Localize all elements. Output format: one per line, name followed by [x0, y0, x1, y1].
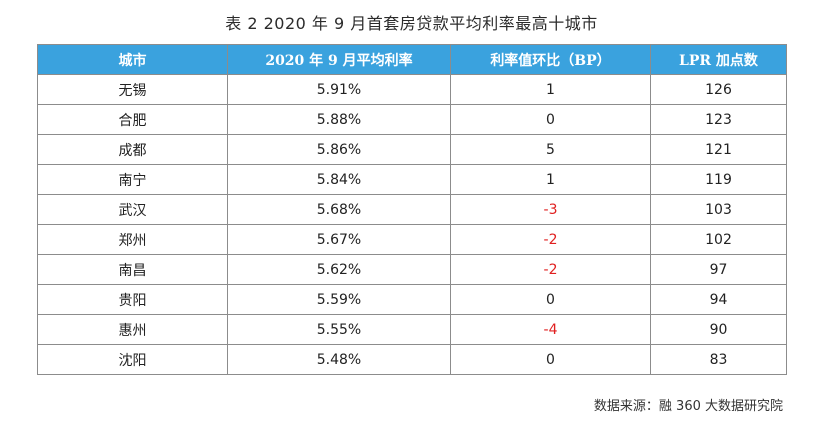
cell-rate: 5.48%	[227, 344, 451, 375]
cell-rate: 5.68%	[227, 194, 451, 225]
cell-city: 武汉	[37, 194, 228, 225]
cell-lpr: 94	[650, 284, 787, 315]
cell-change: -4	[450, 314, 651, 345]
cell-rate: 5.67%	[227, 224, 451, 255]
cell-lpr: 119	[650, 164, 787, 195]
cell-rate: 5.55%	[227, 314, 451, 345]
table-row: 郑州 5.67% -2 102	[37, 224, 787, 255]
cell-rate: 5.62%	[227, 254, 451, 285]
table-row: 贵阳 5.59% 0 94	[37, 284, 787, 315]
cell-lpr: 121	[650, 134, 787, 165]
cell-rate: 5.59%	[227, 284, 451, 315]
cell-lpr: 103	[650, 194, 787, 225]
header-city: 城市	[37, 44, 228, 75]
cell-city: 南昌	[37, 254, 228, 285]
cell-rate: 5.91%	[227, 74, 451, 105]
table-row: 沈阳 5.48% 0 83	[37, 344, 787, 375]
cell-city: 无锡	[37, 74, 228, 105]
table-row: 南昌 5.62% -2 97	[37, 254, 787, 285]
cell-lpr: 83	[650, 344, 787, 375]
cell-change: 0	[450, 344, 651, 375]
cell-change: -2	[450, 224, 651, 255]
cell-city: 南宁	[37, 164, 228, 195]
cell-change: 1	[450, 164, 651, 195]
cell-lpr: 102	[650, 224, 787, 255]
cell-lpr: 123	[650, 104, 787, 135]
table-caption: 表 2 2020 年 9 月首套房贷款平均利率最高十城市	[225, 14, 598, 33]
cell-rate: 5.86%	[227, 134, 451, 165]
cell-city: 沈阳	[37, 344, 228, 375]
cell-rate: 5.84%	[227, 164, 451, 195]
cell-lpr: 90	[650, 314, 787, 345]
table-row: 武汉 5.68% -3 103	[37, 194, 787, 225]
data-source-note: 数据来源：融 360 大数据研究院	[593, 399, 783, 414]
header-avg-rate: 2020 年 9 月平均利率	[227, 44, 451, 75]
cell-change: 5	[450, 134, 651, 165]
cell-city: 郑州	[37, 224, 228, 255]
cell-change: -3	[450, 194, 651, 225]
cell-change: -2	[450, 254, 651, 285]
cell-city: 合肥	[37, 104, 228, 135]
cell-change: 0	[450, 104, 651, 135]
cell-city: 惠州	[37, 314, 228, 345]
cell-change: 0	[450, 284, 651, 315]
data-table: 城市 2020 年 9 月平均利率 利率值环比（BP） LPR 加点数 无锡 5…	[37, 44, 787, 375]
header-lpr-points: LPR 加点数	[650, 44, 787, 75]
table-row: 南宁 5.84% 1 119	[37, 164, 787, 195]
cell-city: 贵阳	[37, 284, 228, 315]
table-header-row: 城市 2020 年 9 月平均利率 利率值环比（BP） LPR 加点数	[37, 44, 787, 75]
cell-lpr: 126	[650, 74, 787, 105]
table-row: 成都 5.86% 5 121	[37, 134, 787, 165]
cell-lpr: 97	[650, 254, 787, 285]
table-row: 无锡 5.91% 1 126	[37, 74, 787, 105]
table-row: 惠州 5.55% -4 90	[37, 314, 787, 345]
cell-change: 1	[450, 74, 651, 105]
cell-city: 成都	[37, 134, 228, 165]
cell-rate: 5.88%	[227, 104, 451, 135]
table-row: 合肥 5.88% 0 123	[37, 104, 787, 135]
header-rate-change: 利率值环比（BP）	[450, 44, 651, 75]
